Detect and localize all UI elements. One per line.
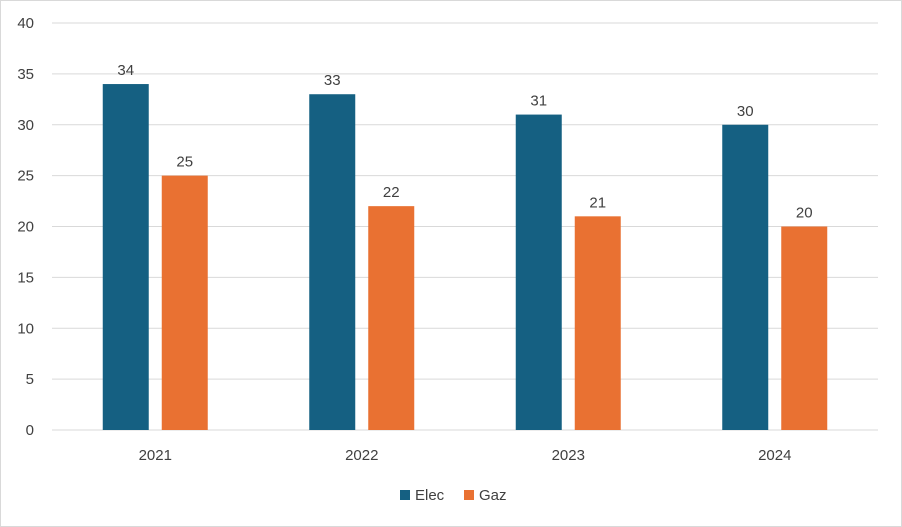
y-tick-label: 30 [17, 117, 34, 134]
y-tick-label: 35 [17, 66, 34, 83]
x-tick-label: 2022 [345, 447, 378, 464]
y-tick-label: 0 [26, 422, 34, 439]
legend-item-elec: Elec [400, 487, 445, 504]
bar-gaz-2023 [574, 216, 621, 430]
legend: Elec Gaz [400, 487, 507, 504]
x-axis-tick-labels: 2021 2022 2023 2024 [139, 447, 792, 464]
y-tick-label: 25 [17, 168, 34, 185]
y-tick-label: 10 [17, 320, 34, 337]
data-label-elec-2021: 34 [117, 62, 134, 79]
bars [102, 84, 828, 431]
data-label-gaz-2021: 25 [176, 154, 193, 171]
legend-label-elec: Elec [415, 487, 445, 504]
bar-elec-2024 [722, 124, 769, 430]
bar-gaz-2022 [368, 206, 415, 430]
legend-swatch-elec [400, 490, 410, 500]
legend-label-gaz: Gaz [479, 487, 507, 504]
data-label-elec-2022: 33 [324, 72, 341, 89]
bar-elec-2022 [309, 94, 356, 430]
y-tick-label: 40 [17, 15, 34, 32]
data-label-gaz-2022: 22 [383, 184, 400, 201]
data-label-elec-2023: 31 [530, 93, 547, 110]
bar-gaz-2024 [781, 226, 828, 430]
y-axis-tick-labels: 0 5 10 15 20 25 30 35 40 [17, 15, 34, 439]
data-label-gaz-2024: 20 [796, 205, 813, 222]
x-tick-label: 2024 [758, 447, 791, 464]
y-tick-label: 20 [17, 219, 34, 236]
data-label-gaz-2023: 21 [589, 194, 606, 211]
x-tick-label: 2021 [139, 447, 172, 464]
y-tick-label: 5 [26, 371, 34, 388]
data-label-elec-2024: 30 [737, 103, 754, 120]
bar-elec-2021 [102, 84, 149, 431]
y-tick-label: 15 [17, 269, 34, 286]
x-tick-label: 2023 [552, 447, 585, 464]
legend-swatch-gaz [464, 490, 474, 500]
bar-gaz-2021 [161, 175, 208, 430]
bar-elec-2023 [515, 114, 562, 430]
data-labels: 34 25 33 22 31 21 30 20 [117, 62, 812, 221]
legend-item-gaz: Gaz [464, 487, 507, 504]
